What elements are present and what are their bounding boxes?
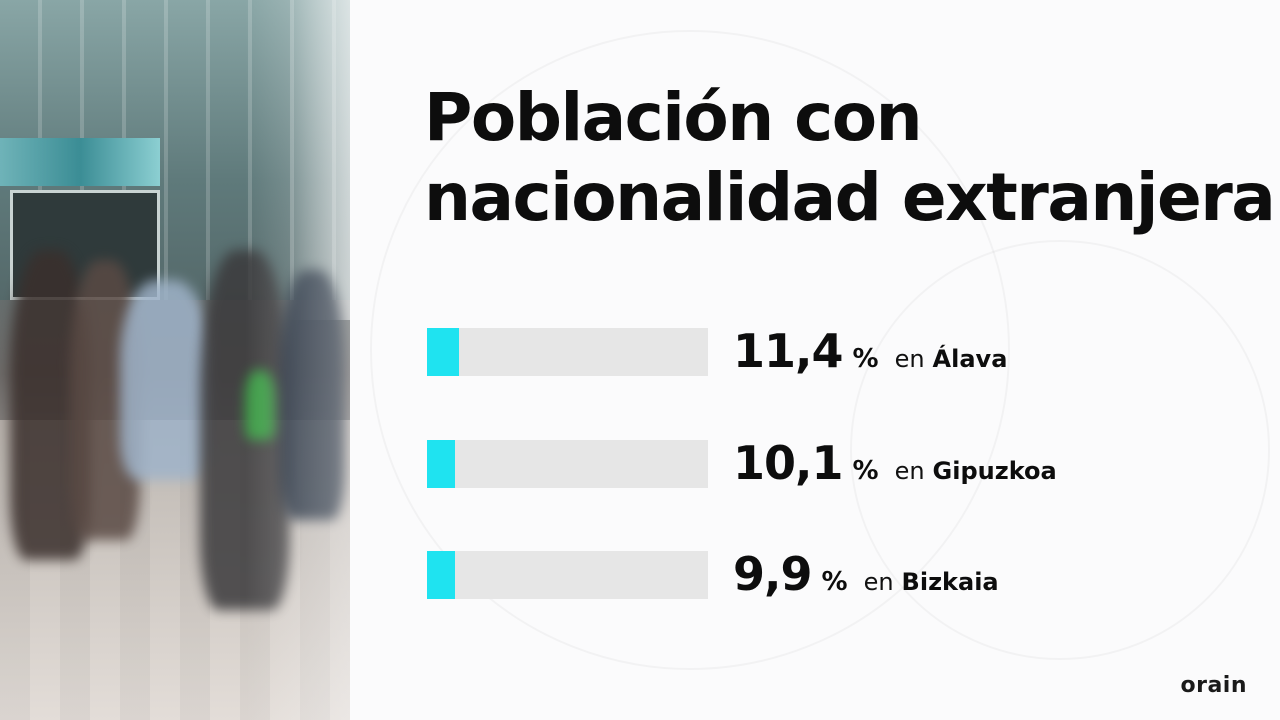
blurred-pedestrian [245, 370, 275, 440]
unit-label: % [821, 567, 848, 597]
data-label: 10,1 [733, 436, 843, 490]
bar-label: 9,9 % en Bizkaia [733, 547, 999, 603]
bar-fill [427, 440, 455, 488]
bar-fill [427, 328, 459, 376]
orain-logo: orain [1180, 673, 1247, 698]
data-label: 11,4 [733, 324, 843, 378]
photo-fade [0, 0, 350, 720]
bar-track [427, 440, 708, 488]
bar-label: 10,1 % en Gipuzkoa [733, 436, 1057, 492]
data-label: 9,9 [733, 547, 812, 601]
category-label: Gipuzkoa [932, 457, 1057, 485]
entrance-canopy [0, 138, 160, 186]
bar-track [427, 551, 708, 599]
category-label: Álava [932, 345, 1008, 373]
chart-title: Población con nacionalidad extranjera [424, 78, 1276, 238]
unit-label: % [852, 344, 879, 374]
bar-row: 10,1 % en Gipuzkoa [427, 436, 1247, 490]
connector-label: en [894, 345, 925, 373]
background-photo [0, 0, 350, 720]
blurred-pedestrian [280, 270, 345, 520]
connector-label: en [894, 457, 925, 485]
light-flare [290, 0, 350, 320]
title-line-1: Población con [424, 79, 923, 156]
bar-track [427, 328, 708, 376]
bar-label: 11,4 % en Álava [733, 324, 1007, 380]
blurred-pedestrian [120, 280, 210, 480]
bar-row: 9,9 % en Bizkaia [427, 547, 1247, 601]
category-label: Bizkaia [901, 568, 999, 596]
connector-label: en [863, 568, 894, 596]
title-line-2: nacionalidad extranjera [424, 159, 1276, 236]
bar-row: 11,4 % en Álava [427, 324, 1247, 378]
bar-fill [427, 551, 455, 599]
unit-label: % [852, 456, 879, 486]
bar-chart: 11,4 % en Álava 10,1 % en Gipuzkoa 9,9 %… [427, 324, 1247, 608]
